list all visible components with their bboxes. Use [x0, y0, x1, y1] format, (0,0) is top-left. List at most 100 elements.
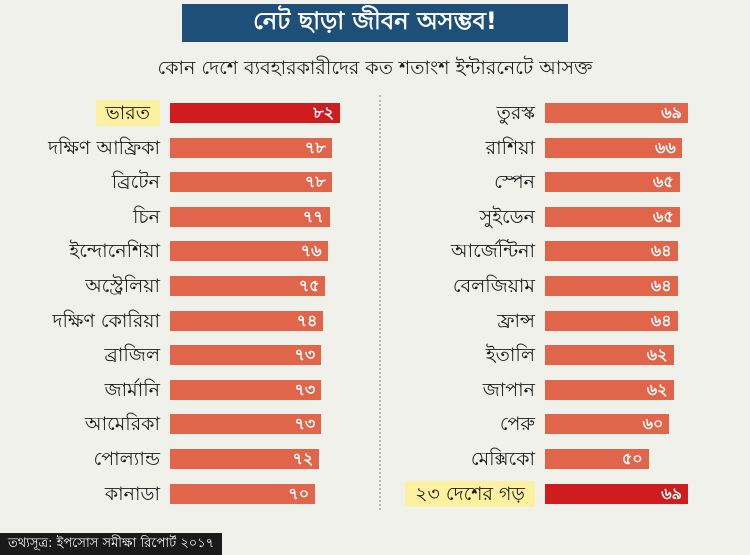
bar: ৬৪ [545, 310, 678, 331]
bar: ৬২ [545, 345, 674, 366]
bar-row: কানাডা ৭০ [0, 481, 750, 507]
category-label: বেলজিয়াম [452, 275, 535, 297]
bar-value-label: ৭৭ [302, 206, 324, 226]
bar-row: ব্রিটেন ৭৮ [0, 169, 750, 195]
category-label: ইন্দোনেশিয়া [69, 240, 160, 263]
bar-row: স্পেন ৬৫ [0, 169, 750, 195]
source-note: তথ্যসূত্র: ইপসোস সমীক্ষা রিপোর্ট ২০১৭ [0, 533, 223, 555]
category-label: ব্রিটেন [111, 171, 160, 194]
bar-row: মেক্সিকো ৫০ [0, 446, 750, 472]
bar-row: পেরু ৬০ [0, 411, 750, 437]
bar: ৭৩ [170, 379, 322, 400]
bar-row: রাশিয়া ৬৬ [0, 135, 750, 161]
bar: ৭৬ [170, 241, 328, 262]
bar-value-label: ৬৯ [661, 103, 683, 122]
bar-value-label: ৬৯ [661, 483, 683, 503]
category-label: পোল্যান্ড [93, 448, 160, 470]
bar-value-label: ৭৬ [300, 241, 322, 261]
bar: ৬৪ [545, 241, 678, 262]
bar-row: আমেরিকা ৭৩ [0, 411, 750, 437]
bar-value-label: ৬৪ [650, 310, 672, 330]
bar-row: ২৩ দেশের গড় ৬৯ [0, 480, 750, 507]
bar-row: ইন্দোনেশিয়া ৭৬ [0, 238, 750, 264]
bar-row: ইতালি ৬২ [0, 342, 750, 368]
bar-value-label: ৬০ [642, 414, 664, 434]
category-label: ফ্রান্স [497, 309, 535, 332]
category-label: মেক্সিকো [470, 448, 535, 470]
bar-value-label: ৭৮ [304, 137, 326, 157]
bar: ৬৯ [545, 483, 689, 504]
bar: ৬০ [545, 414, 670, 435]
bar-value-label: ৭৩ [294, 345, 316, 365]
category-label: কানাডা [104, 482, 160, 505]
bar-value-label: ৬৫ [652, 172, 674, 192]
bar-row: বেলজিয়াম ৬৪ [0, 273, 750, 299]
bar-value-label: ৬৪ [650, 276, 672, 295]
bar: ৮২ [170, 103, 340, 123]
bar-value-label: ৭৩ [294, 414, 316, 434]
bar-row: দক্ষিণ আফ্রিকা ৭৮ [0, 135, 750, 161]
bar-row: দক্ষিণ কোরিয়া ৭৪ [0, 308, 750, 334]
bar-value-label: ৬২ [646, 345, 668, 365]
bar-value-label: ৭৮ [304, 172, 326, 192]
category-label: আর্জেন্টিনা [450, 240, 535, 263]
bar: ৭৩ [170, 345, 322, 366]
bar-value-label: ৮২ [313, 103, 334, 122]
bar-row: জার্মানি ৭৩ [0, 377, 750, 403]
category-label: চিন [132, 205, 160, 228]
category-label: তুরস্ক [496, 102, 535, 124]
bar-row: অস্ট্রেলিয়া ৭৫ [0, 273, 750, 299]
bar: ৬৫ [545, 172, 680, 193]
category-label: ২৩ দেশের গড় [405, 480, 535, 507]
bar-row: ভারত ৮২ [0, 100, 750, 126]
bar: ৭৫ [170, 276, 326, 296]
bar-value-label: ৭০ [288, 483, 310, 503]
bar: ৬২ [545, 379, 674, 400]
category-label: দক্ষিণ কোরিয়া [52, 309, 160, 332]
bar: ৬৯ [545, 103, 689, 123]
column-divider [379, 95, 381, 510]
category-label: রাশিয়া [485, 136, 535, 159]
bar-row: ব্রাজিল ৭৩ [0, 342, 750, 368]
bar-row: ফ্রান্স ৬৪ [0, 308, 750, 334]
bar-value-label: ৭৪ [296, 310, 318, 330]
bar-row: আর্জেন্টিনা ৬৪ [0, 238, 750, 264]
chart-title: নেট ছাড়া জীবন অসম্ভব! [182, 4, 568, 42]
category-label: অস্ট্রেলিয়া [85, 275, 160, 297]
bar: ৭৭ [170, 206, 330, 227]
bar-value-label: ৭৫ [298, 276, 320, 295]
bar-value-label: ৬৪ [650, 241, 672, 261]
bar: ৫০ [545, 449, 649, 469]
category-label: জাপান [482, 378, 535, 401]
bar: ৭৮ [170, 137, 332, 158]
bar-row: পোল্যান্ড ৭২ [0, 446, 750, 472]
bar: ৭৪ [170, 310, 324, 331]
bar: ৬৫ [545, 206, 680, 227]
bar-row: সুইডেন ৬৫ [0, 204, 750, 230]
bar-value-label: ৭৩ [294, 379, 316, 399]
bar-value-label: ৫০ [621, 449, 643, 468]
bar-value-label: ৬৬ [655, 137, 676, 157]
bar: ৭৩ [170, 414, 322, 435]
category-label: ভারত [95, 100, 160, 126]
category-label: দক্ষিণ আফ্রিকা [48, 136, 160, 159]
category-label: সুইডেন [479, 205, 535, 228]
category-label: ইতালি [485, 344, 535, 367]
chart-subtitle: কোন দেশে ব্যবহারকারীদের কত শতাংশ ইন্টারন… [157, 57, 593, 79]
bar: ৬৬ [545, 137, 682, 158]
category-label: পেরু [499, 413, 535, 436]
category-label: স্পেন [494, 171, 535, 194]
bar-value-label: ৬৫ [652, 206, 674, 226]
bar: ৭০ [170, 483, 316, 504]
bar: ৭২ [170, 449, 320, 469]
bar-row: তুরস্ক ৬৯ [0, 100, 750, 126]
bar: ৭৮ [170, 172, 332, 193]
category-label: আমেরিকা [84, 413, 160, 436]
bar-value-label: ৭২ [292, 449, 314, 468]
bar-value-label: ৬২ [646, 379, 668, 399]
bar-row: চিন ৭৭ [0, 204, 750, 230]
bar-row: জাপান ৬২ [0, 377, 750, 403]
category-label: ব্রাজিল [104, 344, 160, 367]
bar: ৬৪ [545, 276, 678, 296]
category-label: জার্মানি [104, 378, 160, 401]
